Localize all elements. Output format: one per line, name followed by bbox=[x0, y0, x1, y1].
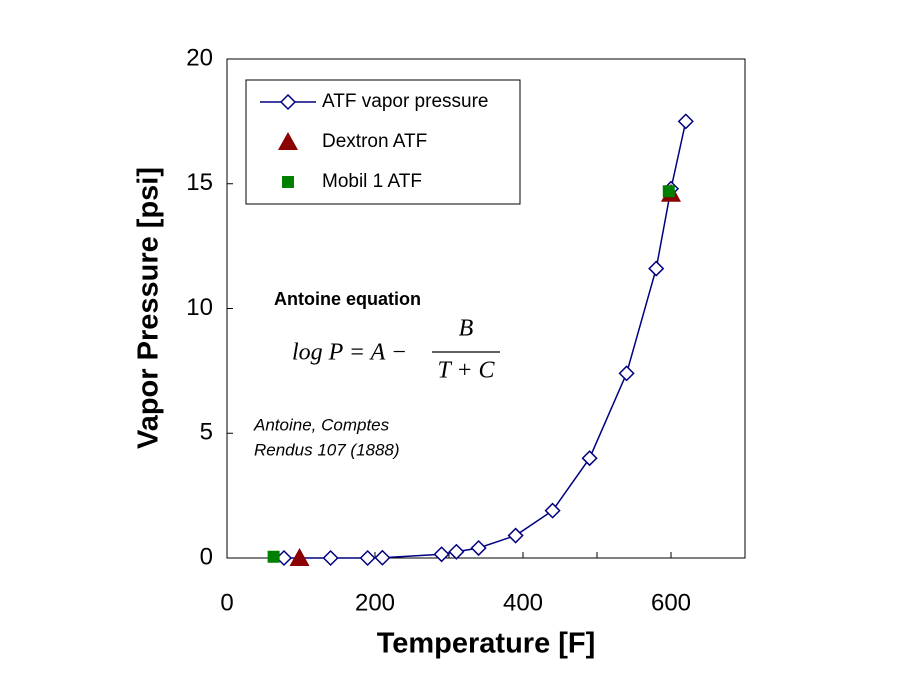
data-point bbox=[581, 450, 598, 467]
y-tick-label: 0 bbox=[200, 543, 213, 570]
y-tick-label: 20 bbox=[186, 44, 213, 71]
equation-numerator: B bbox=[459, 316, 474, 342]
x-tick-label: 600 bbox=[651, 589, 691, 616]
citation: Antoine, Comptes bbox=[253, 415, 390, 434]
legend-label: Dextron ATF bbox=[322, 131, 427, 152]
data-point bbox=[374, 549, 391, 566]
data-point bbox=[433, 546, 450, 563]
data-point bbox=[267, 550, 280, 563]
annotation-heading: Antoine equation bbox=[274, 289, 421, 309]
data-point bbox=[648, 260, 665, 277]
equation-lhs: log P = A − bbox=[292, 340, 407, 366]
y-tick-label: 5 bbox=[200, 419, 213, 446]
data-point bbox=[677, 113, 694, 130]
legend-marker bbox=[279, 93, 297, 111]
y-tick-label: 10 bbox=[186, 294, 213, 321]
data-point bbox=[289, 548, 310, 566]
legend-marker bbox=[278, 132, 298, 150]
data-point bbox=[322, 549, 339, 567]
legend-marker bbox=[282, 176, 294, 188]
data-point bbox=[544, 502, 561, 519]
x-tick-label: 400 bbox=[503, 589, 543, 616]
citation: Rendus 107 (1888) bbox=[254, 440, 400, 459]
legend-label: ATF vapor pressure bbox=[322, 91, 488, 112]
data-point bbox=[448, 543, 465, 560]
data-point bbox=[618, 365, 635, 382]
data-point bbox=[359, 549, 376, 567]
y-axis-label: Vapor Pressure [psi] bbox=[133, 167, 165, 449]
data-point bbox=[662, 185, 675, 198]
data-point bbox=[470, 539, 487, 557]
y-tick-label: 15 bbox=[186, 169, 213, 196]
legend-label: Mobil 1 ATF bbox=[322, 171, 422, 192]
data-point bbox=[507, 527, 524, 544]
x-tick-label: 200 bbox=[355, 589, 395, 616]
x-tick-label: 0 bbox=[220, 589, 233, 616]
x-axis-label: Temperature [F] bbox=[377, 628, 596, 660]
equation-denominator: T + C bbox=[437, 358, 495, 384]
